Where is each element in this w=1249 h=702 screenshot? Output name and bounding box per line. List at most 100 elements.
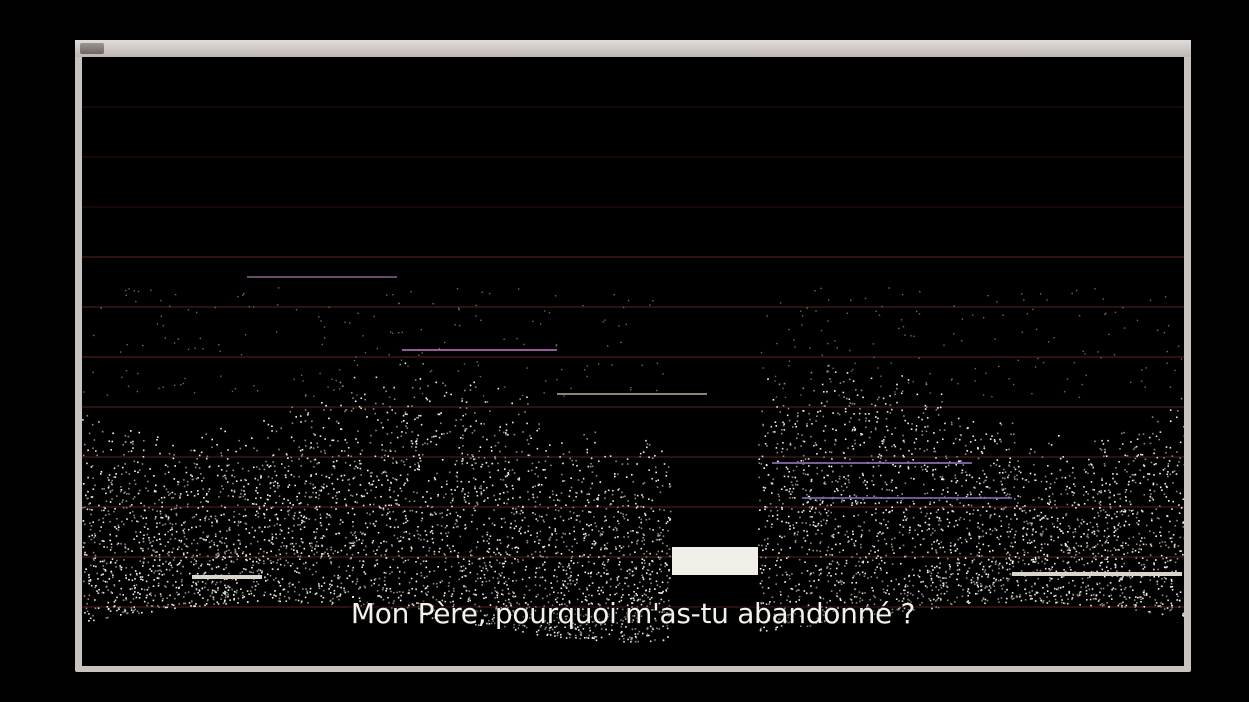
trace-dot	[639, 452, 642, 455]
trace-dot	[992, 582, 995, 584]
trace-dot	[877, 549, 879, 552]
trace-dot	[1048, 495, 1051, 498]
trace-dot	[1049, 579, 1051, 582]
trace-dot	[807, 604, 810, 607]
trace-dot	[641, 611, 643, 613]
trace-dot	[213, 603, 215, 605]
trace-dot	[104, 580, 107, 583]
trace-dot	[254, 588, 256, 591]
trace-dot	[886, 589, 888, 592]
trace-dot	[865, 420, 867, 422]
trace-dot	[1111, 554, 1114, 556]
trace-dot	[331, 584, 333, 586]
trace-dot	[926, 512, 928, 515]
trace-dot	[498, 429, 501, 432]
trace-dot	[384, 504, 387, 507]
trace-dot	[840, 599, 842, 602]
title-bar[interactable]	[75, 40, 1191, 57]
trace-dot	[1029, 594, 1031, 597]
trace-dot	[86, 462, 88, 465]
trace-dot	[942, 582, 944, 585]
trace-dot	[92, 447, 94, 450]
trace-dot	[1004, 591, 1006, 593]
trace-dot	[1027, 551, 1029, 554]
trace-dot	[519, 528, 521, 530]
trace-dot	[1008, 523, 1010, 526]
trace-dot	[525, 585, 528, 588]
trace-dot	[542, 564, 544, 567]
trace-dot	[1067, 561, 1070, 564]
trace-dot	[923, 464, 926, 467]
trace-dot	[642, 483, 644, 485]
trace-dot	[320, 524, 323, 527]
trace-dot	[390, 432, 393, 434]
trace-dot	[808, 506, 811, 508]
trace-dot	[643, 593, 646, 595]
trace-dot	[874, 596, 876, 599]
trace-dot	[821, 621, 823, 624]
trace-dot	[410, 550, 412, 552]
trace-dot	[474, 509, 476, 512]
trace-dot	[441, 599, 444, 602]
trace-dot	[491, 522, 494, 525]
trace-dot	[415, 449, 417, 452]
trace-dot	[1033, 463, 1035, 466]
trace-dot	[1008, 465, 1011, 467]
trace-dot	[455, 419, 457, 421]
trace-dot	[641, 558, 644, 560]
trace-dot	[933, 598, 935, 601]
trace-dot	[314, 537, 316, 540]
trace-dot	[1109, 503, 1111, 506]
trace-dot	[544, 550, 546, 553]
trace-dot	[842, 549, 844, 552]
trace-dot	[231, 588, 233, 591]
trace-dot	[569, 567, 571, 570]
trace-dot	[392, 510, 394, 513]
trace-dot	[902, 544, 905, 547]
trace-dot	[224, 430, 226, 433]
trace-dot	[802, 387, 804, 390]
trace-dot	[534, 551, 537, 553]
trace-dot	[1019, 594, 1022, 596]
trace-dot	[1080, 522, 1082, 524]
trace-dot	[489, 555, 492, 558]
trace-dot	[433, 435, 435, 438]
trace-dot	[843, 396, 845, 398]
trace-dot	[120, 486, 122, 488]
trace-dot	[195, 560, 198, 562]
trace-dot	[174, 493, 176, 495]
trace-dot	[667, 466, 670, 468]
trace-dot	[961, 469, 964, 471]
trace-dot	[154, 518, 157, 520]
trace-dot	[288, 583, 290, 585]
trace-dot	[293, 590, 296, 593]
trace-dot	[1007, 476, 1009, 479]
trace-dot	[523, 593, 526, 596]
trace-dot	[1106, 527, 1109, 530]
trace-dot	[934, 450, 937, 453]
trace-dot	[446, 514, 448, 516]
trace-dot	[1135, 543, 1138, 545]
trace-dot	[586, 438, 588, 440]
trace-dot	[966, 450, 969, 452]
trace-dot	[195, 526, 197, 528]
trace-dot	[183, 553, 185, 556]
trace-dot	[839, 581, 842, 583]
trace-dot	[236, 558, 238, 561]
trace-dot	[417, 417, 419, 419]
trace-dot	[924, 585, 927, 587]
trace-dot	[891, 489, 893, 492]
trace-dot	[636, 505, 639, 508]
trace-dot	[205, 500, 208, 502]
close-icon[interactable]	[80, 43, 104, 54]
trace-dot	[874, 568, 877, 571]
trace-dot	[125, 567, 128, 569]
trace-dot	[218, 496, 220, 498]
trace-dot	[1155, 463, 1157, 465]
trace-dot	[1031, 522, 1033, 525]
trace-dot	[478, 624, 480, 626]
trace-dot	[624, 582, 626, 585]
trace-dot	[775, 628, 777, 631]
trace-dot	[321, 553, 323, 555]
trace-dot	[1157, 420, 1159, 423]
